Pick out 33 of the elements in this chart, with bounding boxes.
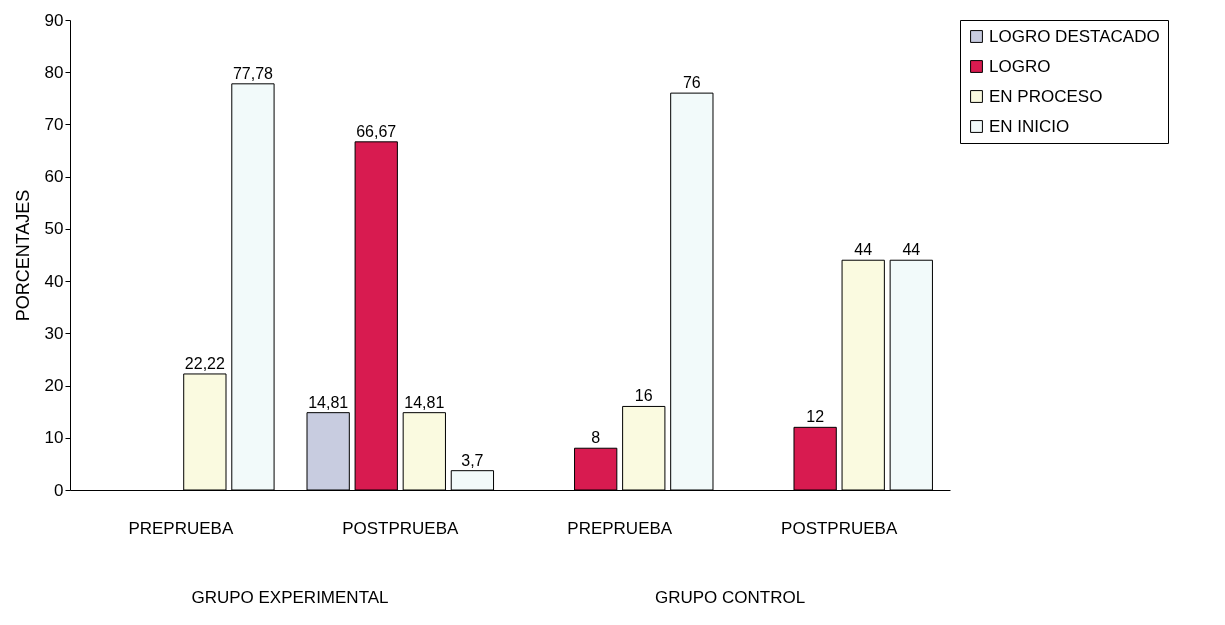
data-label: 44 [854, 241, 873, 259]
y-tick-label: 90 [44, 10, 64, 30]
data-label: 14,81 [308, 393, 349, 411]
y-tick-label: 0 [54, 480, 64, 500]
text: GRUPO CONTROL [653, 588, 807, 608]
data-label: 12 [806, 408, 825, 426]
x-tick-label: POSTPRUEBA [781, 518, 898, 538]
y-tick-label: 40 [44, 271, 64, 291]
y-tick-label: 30 [44, 323, 64, 343]
data-label: 16 [634, 387, 653, 405]
data-label: 44 [902, 241, 921, 259]
y-tick-label: 70 [44, 114, 64, 134]
x-tick-label: POSTPRUEBA [342, 518, 460, 538]
x-tick-label: PREPRUEBA [567, 518, 673, 538]
x-tick-label: PREPRUEBA [128, 518, 234, 538]
data-label: 8 [591, 429, 601, 447]
y-axis-title: PORCENTAJES [12, 189, 33, 322]
legend-label: EN PROCESO [989, 86, 1103, 106]
data-label: 77,78 [232, 64, 274, 82]
text: GRUPO EXPERIMENTAL [190, 588, 390, 608]
y-tick-label: 60 [44, 167, 64, 187]
data-label: 14,81 [404, 393, 445, 411]
y-tick-label: 10 [44, 428, 64, 448]
data-label: 66,67 [356, 122, 397, 140]
data-label: 22,22 [184, 354, 225, 372]
legend-label: EN INICIO [989, 116, 1070, 136]
legend-label: LOGRO DESTACADO [989, 26, 1160, 46]
y-tick-label: 20 [44, 376, 64, 396]
data-label: 3,7 [461, 451, 484, 469]
y-tick-label: 50 [44, 219, 64, 239]
y-tick-label: 80 [44, 62, 64, 82]
data-label: 76 [682, 74, 701, 92]
legend-label: LOGRO [989, 56, 1051, 76]
